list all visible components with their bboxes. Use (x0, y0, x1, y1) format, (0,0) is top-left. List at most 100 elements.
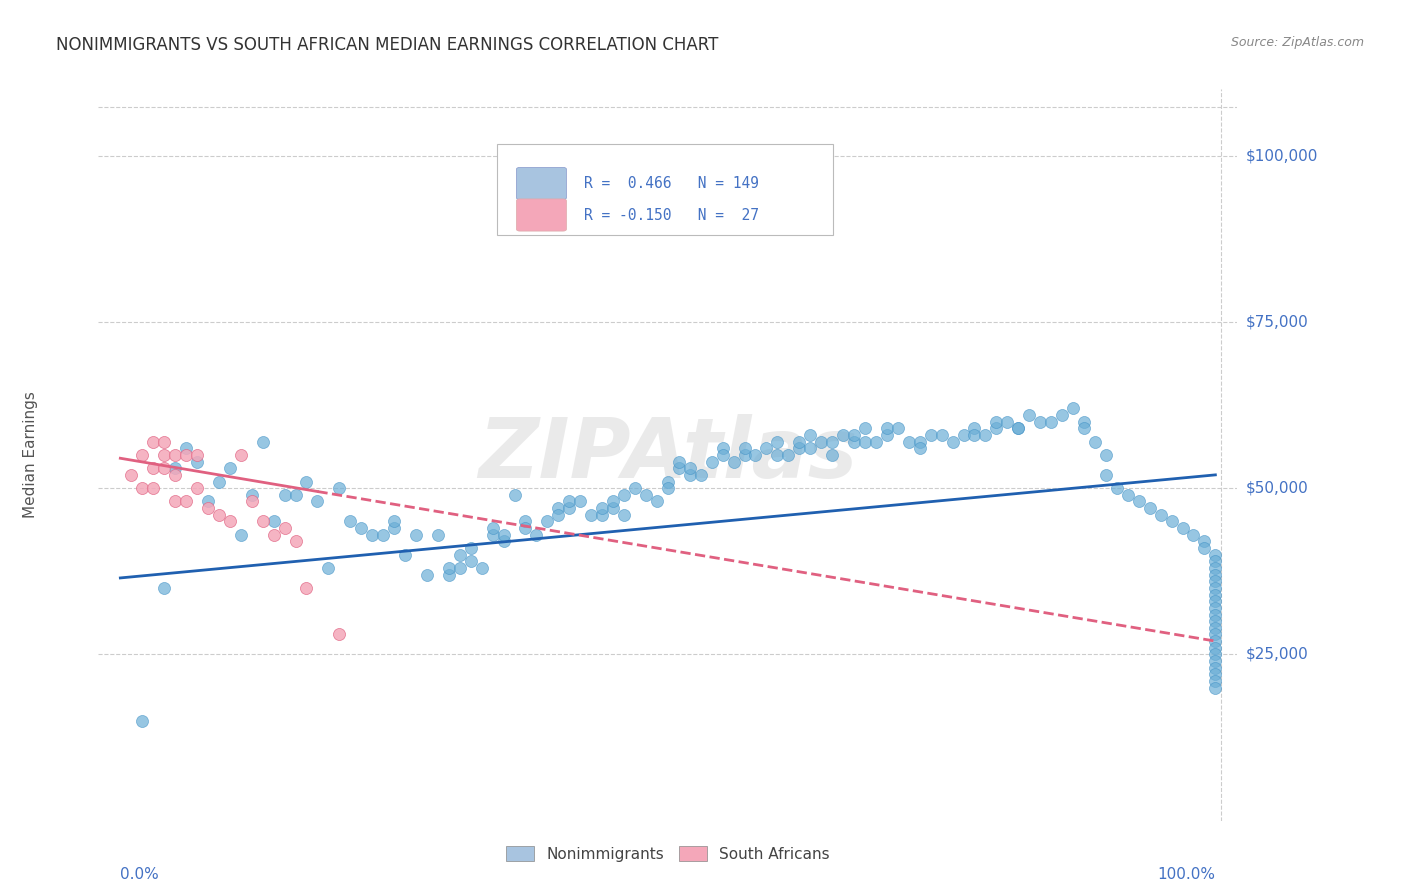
Point (131, 714, 153, 728)
Point (1204, 548, 1226, 562)
Point (711, 448, 734, 462)
Point (339, 515, 361, 529)
Point (1204, 648, 1226, 662)
Point (591, 508, 613, 522)
Point (131, 448, 153, 462)
Point (668, 461, 690, 475)
Point (1204, 667, 1226, 681)
Point (186, 481, 208, 495)
Point (437, 561, 460, 575)
Point (229, 448, 252, 462)
Text: 100.0%: 100.0% (1157, 867, 1215, 882)
Point (1095, 448, 1118, 462)
Point (1204, 607, 1226, 622)
Point (263, 515, 285, 529)
Point (273, 521, 295, 535)
Point (515, 515, 537, 529)
Point (186, 454, 208, 468)
Point (810, 434, 832, 449)
Point (558, 494, 581, 508)
Point (1029, 415, 1052, 429)
Point (1204, 634, 1226, 648)
Point (153, 461, 176, 475)
Point (405, 527, 427, 541)
Point (481, 521, 503, 535)
Point (602, 501, 624, 516)
Point (908, 434, 931, 449)
Point (131, 481, 153, 495)
Point (1204, 581, 1226, 595)
Point (986, 421, 1008, 435)
Point (689, 467, 711, 482)
Point (579, 508, 602, 522)
Point (142, 461, 165, 475)
Point (153, 581, 176, 595)
Point (394, 548, 416, 562)
Point (613, 508, 636, 522)
Point (328, 627, 350, 641)
Point (295, 475, 318, 489)
Point (284, 488, 307, 502)
Point (547, 501, 569, 516)
Point (1204, 681, 1226, 695)
Point (307, 494, 329, 508)
Text: 0.0%: 0.0% (121, 867, 159, 882)
Point (328, 481, 350, 495)
Point (273, 488, 295, 502)
Point (208, 508, 231, 522)
Point (174, 448, 197, 462)
Point (1171, 521, 1194, 535)
Point (799, 428, 821, 442)
Point (449, 561, 471, 575)
Point (865, 434, 887, 449)
Point (284, 534, 307, 549)
Point (165, 494, 187, 508)
Point (252, 434, 274, 449)
Text: Source: ZipAtlas.com: Source: ZipAtlas.com (1230, 36, 1364, 49)
Point (679, 461, 702, 475)
Point (382, 521, 405, 535)
Point (252, 515, 274, 529)
Point (1007, 421, 1029, 435)
FancyBboxPatch shape (516, 199, 567, 231)
Text: R =  0.466   N = 149: R = 0.466 N = 149 (583, 176, 759, 191)
Point (602, 494, 624, 508)
Point (174, 442, 197, 456)
FancyBboxPatch shape (516, 168, 567, 200)
Point (460, 541, 482, 555)
Point (1095, 467, 1118, 482)
Point (350, 521, 373, 535)
Point (1149, 508, 1171, 522)
Text: ZIPAtlas: ZIPAtlas (478, 415, 858, 495)
Text: NONIMMIGRANTS VS SOUTH AFRICAN MEDIAN EARNINGS CORRELATION CHART: NONIMMIGRANTS VS SOUTH AFRICAN MEDIAN EA… (56, 36, 718, 54)
Point (437, 567, 460, 582)
Point (142, 434, 165, 449)
Point (963, 428, 986, 442)
Point (744, 448, 766, 462)
Point (842, 428, 865, 442)
Point (853, 434, 876, 449)
Point (1204, 640, 1226, 655)
Point (952, 428, 974, 442)
Point (426, 527, 449, 541)
Point (558, 501, 581, 516)
Point (1007, 421, 1029, 435)
Point (142, 481, 165, 495)
Point (1116, 488, 1139, 502)
Point (1204, 614, 1226, 628)
Point (723, 454, 745, 468)
Point (1204, 673, 1226, 688)
Point (1073, 421, 1095, 435)
Point (295, 581, 318, 595)
Point (645, 494, 668, 508)
Point (208, 475, 231, 489)
Point (821, 434, 844, 449)
Point (734, 442, 756, 456)
Point (218, 515, 240, 529)
Point (1204, 561, 1226, 575)
Point (853, 421, 876, 435)
Point (963, 421, 986, 435)
Point (974, 428, 997, 442)
Point (766, 434, 789, 449)
Point (503, 488, 526, 502)
